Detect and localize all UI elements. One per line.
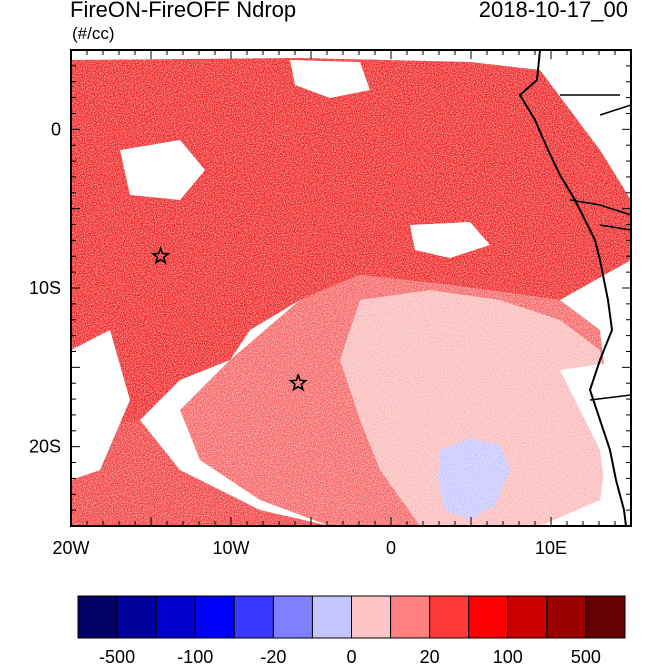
colorbar-label: 20 xyxy=(420,647,440,667)
plot-date: 2018-10-17_00 xyxy=(478,0,628,22)
lat-label: 20S xyxy=(29,437,61,457)
colorbar-label: 500 xyxy=(571,647,601,667)
speckle-texture xyxy=(71,50,631,526)
axis-ticks xyxy=(70,49,632,527)
colorbar-swatch xyxy=(429,595,470,639)
lon-label: 10E xyxy=(535,538,567,558)
colorbar-swatch xyxy=(585,595,626,639)
colorbar-swatch xyxy=(468,595,509,639)
coastline xyxy=(518,49,627,527)
units-label: (#/cc) xyxy=(72,24,115,43)
colorbar-swatch xyxy=(351,595,392,639)
colorbar xyxy=(77,595,626,639)
lon-label: 0 xyxy=(386,538,396,558)
colorbar-label: -20 xyxy=(260,647,286,667)
colorbar-swatch xyxy=(233,595,274,639)
colorbar-label: -100 xyxy=(177,647,213,667)
field-layer xyxy=(71,50,631,526)
colorbar-swatch xyxy=(390,595,431,639)
colorbar-swatch xyxy=(77,595,118,639)
colorbar-swatch xyxy=(272,595,313,639)
country-borders xyxy=(560,94,632,401)
colorbar-swatch xyxy=(546,595,587,639)
lon-label: 10W xyxy=(212,538,249,558)
colorbar-swatch xyxy=(116,595,157,639)
lat-label: 0 xyxy=(51,119,61,139)
colorbar-swatch xyxy=(194,595,235,639)
colorbar-label: -500 xyxy=(99,647,135,667)
star-marker xyxy=(288,372,308,392)
axis-labels: 0 10S 20S 20W 10W 0 10E xyxy=(29,119,567,558)
colorbar-label: 0 xyxy=(346,647,356,667)
marker-layer xyxy=(150,246,308,392)
colorbar-swatch xyxy=(311,595,352,639)
lon-label: 20W xyxy=(52,538,89,558)
colorbar-label: 100 xyxy=(493,647,523,667)
colorbar-swatch xyxy=(507,595,548,639)
colorbar-labels: -500 -100 -20 0 20 100 500 xyxy=(99,647,601,667)
star-marker xyxy=(150,246,171,265)
plot-title: FireON-FireOFF Ndrop xyxy=(70,0,297,22)
colorbar-swatch xyxy=(155,595,196,639)
lat-label: 10S xyxy=(29,278,61,298)
